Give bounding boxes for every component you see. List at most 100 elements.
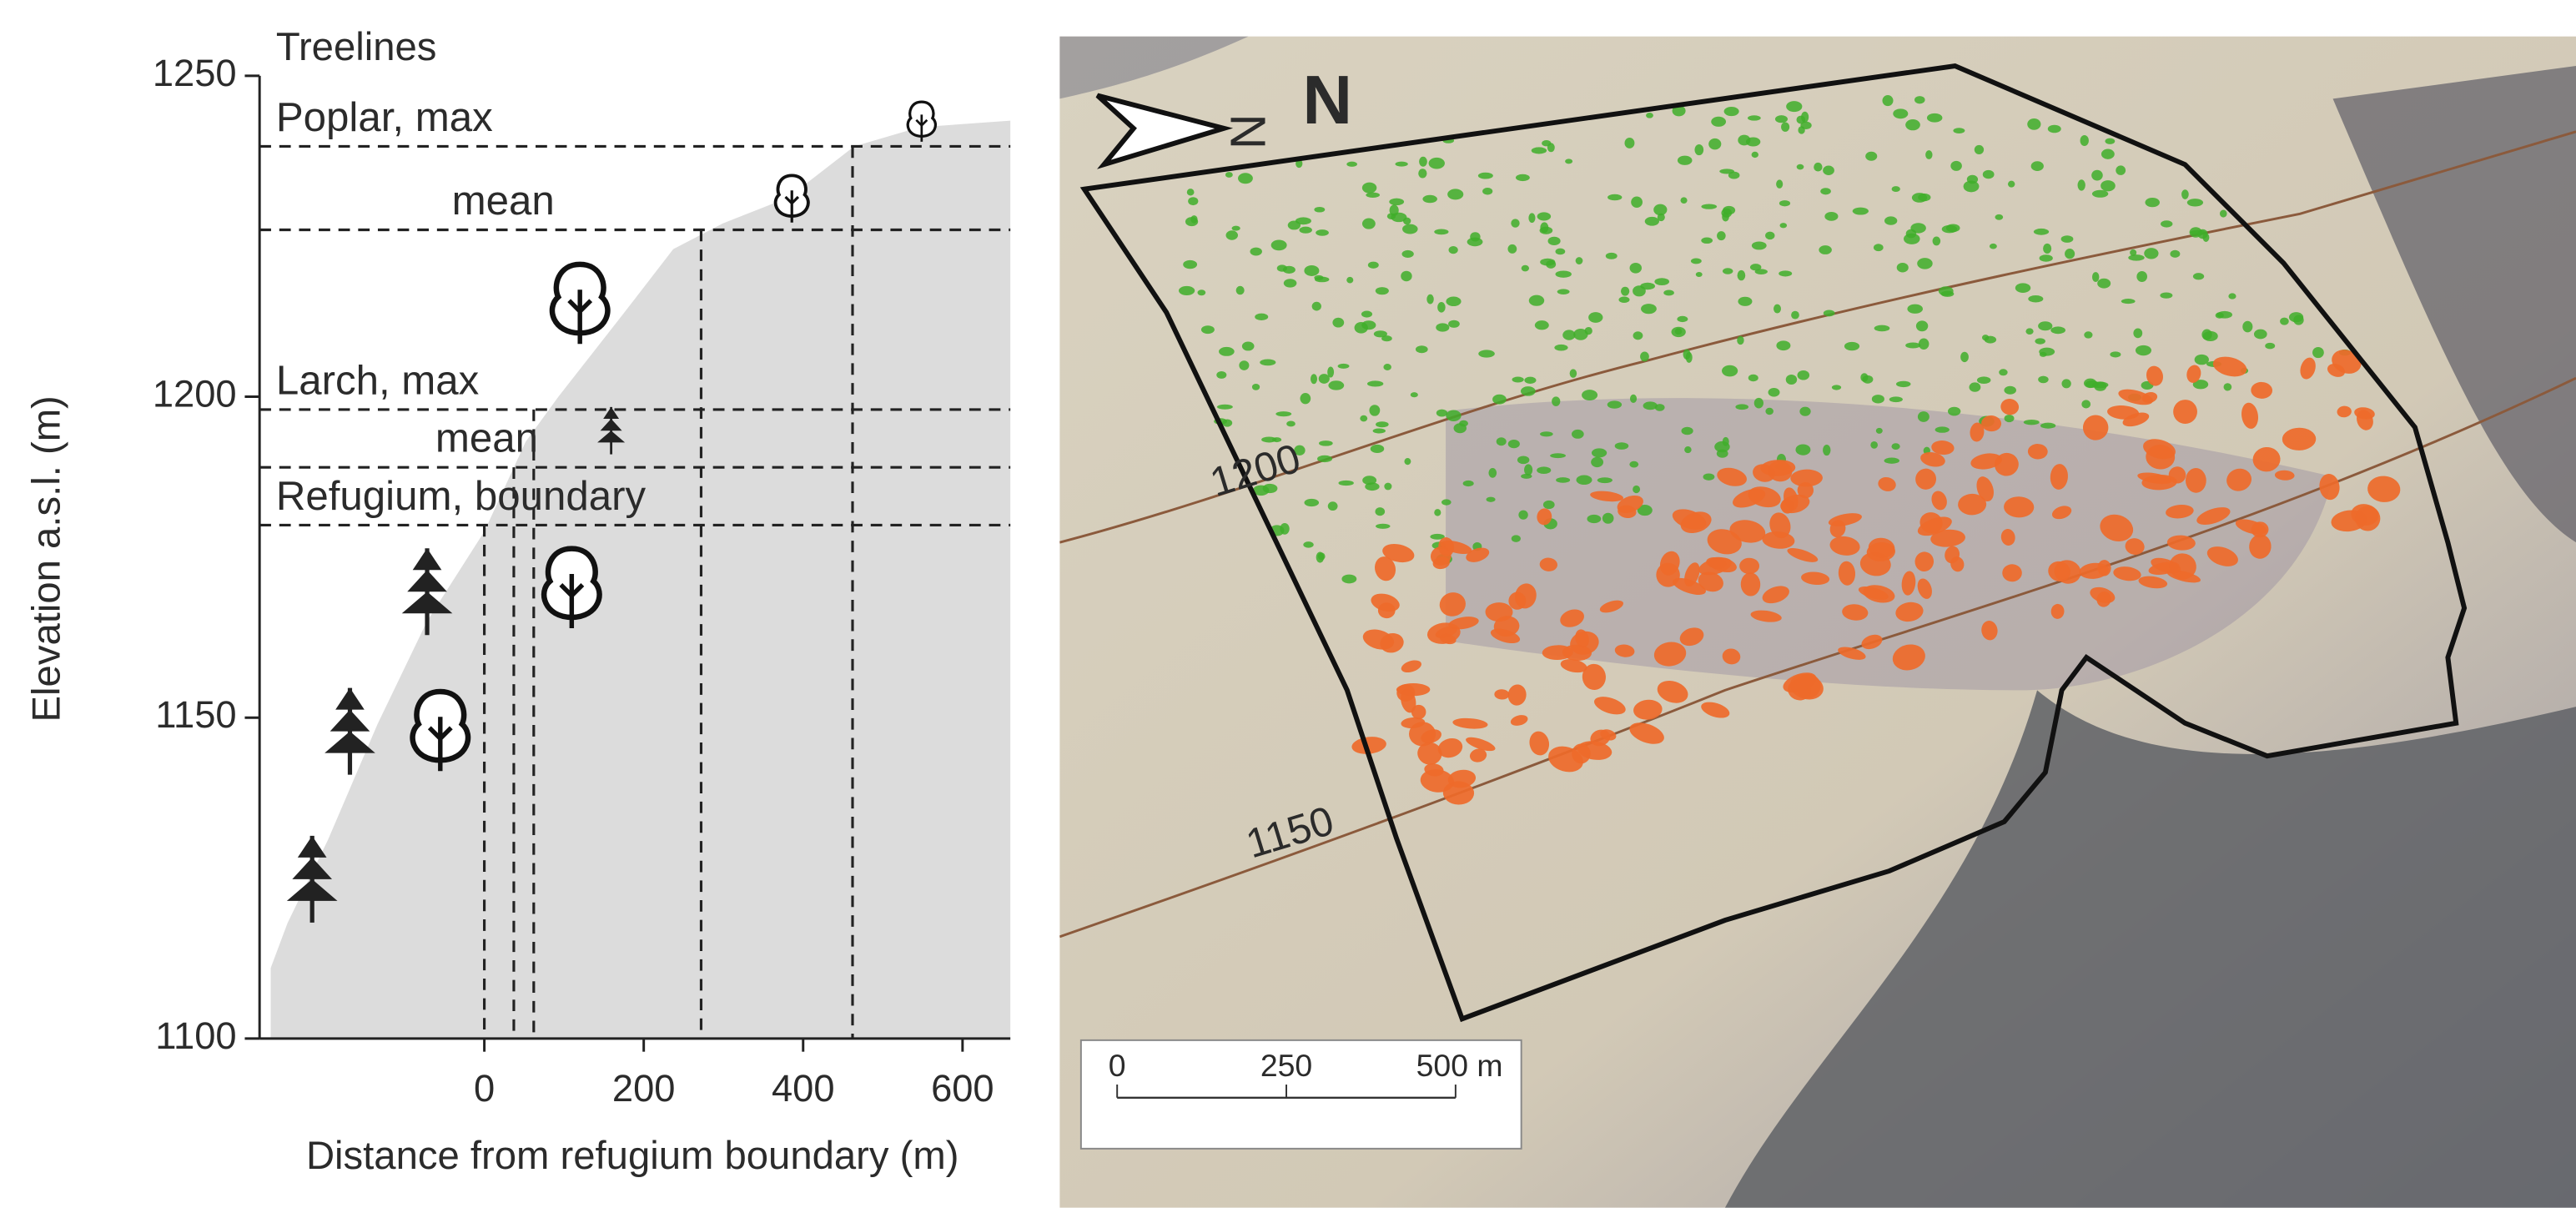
poplar-patch xyxy=(2100,514,2134,541)
poplar-patch xyxy=(2367,476,2401,502)
larch-patch xyxy=(1852,207,1869,215)
north-arrow xyxy=(1095,93,1234,169)
larch-patch xyxy=(1360,415,1368,422)
larch-patch xyxy=(1765,407,1774,415)
larch-patch xyxy=(1372,428,1386,434)
larch-patch xyxy=(1891,443,1900,450)
poplar-patch xyxy=(2196,507,2231,525)
larch-patch xyxy=(1562,330,1576,340)
larch-patch xyxy=(1241,341,1255,351)
x-tick-label: 200 xyxy=(612,1067,676,1110)
larch-patch xyxy=(2091,272,2100,282)
larch-patch xyxy=(1633,485,1641,494)
larch-patch xyxy=(2144,248,2159,259)
larch-patch xyxy=(1681,426,1693,435)
x-tick-label: 400 xyxy=(772,1067,835,1110)
larch-patch xyxy=(1448,320,1460,328)
poplar-patch xyxy=(2251,381,2273,399)
larch-patch xyxy=(2228,293,2236,299)
larch-patch xyxy=(1383,364,1391,370)
larch-patch xyxy=(1798,126,1805,134)
icon-branch xyxy=(286,878,338,901)
poplar-patch xyxy=(1931,440,1955,456)
poplar-patch xyxy=(1838,647,1866,660)
larch-patch xyxy=(1587,514,1602,524)
larch-patch xyxy=(1225,230,1239,240)
poplar-patch xyxy=(2185,468,2206,493)
larch-patch xyxy=(1362,476,1377,486)
poplar-patch xyxy=(1994,452,2019,476)
larch-patch xyxy=(1183,259,1198,269)
larch-patch xyxy=(1989,243,1997,249)
larch-patch xyxy=(2242,320,2253,333)
y-axis-label: Elevation a.s.l. (m) xyxy=(25,395,69,722)
larch-patch xyxy=(1515,174,1530,182)
larch-patch xyxy=(1629,461,1639,468)
icon-trunk xyxy=(567,289,593,345)
larch-patch xyxy=(2128,254,2145,261)
larch-patch xyxy=(2023,419,2040,425)
poplar-patch xyxy=(1863,585,1895,603)
poplar-patch xyxy=(1614,644,1635,657)
poplar-patch xyxy=(1901,571,1916,596)
larch-patch xyxy=(1918,193,1931,202)
larch-patch xyxy=(1643,401,1658,410)
larch-patch xyxy=(1550,453,1566,459)
larch-patch xyxy=(1945,224,1960,233)
larch-patch xyxy=(1735,404,1749,410)
larch-patch xyxy=(2050,326,2065,335)
vegetation-patches xyxy=(1179,95,2401,805)
larch-patch xyxy=(2220,209,2227,218)
larch-patch xyxy=(1190,215,1198,224)
larch-patch xyxy=(1823,165,1834,175)
poplar-patch xyxy=(2143,439,2176,460)
poplar-patch xyxy=(1653,642,1687,667)
poplar-patch xyxy=(1976,476,1994,501)
larch-patch xyxy=(1418,169,1427,179)
larch-patch xyxy=(1255,313,1269,321)
larch-patch xyxy=(1448,246,1458,254)
treeline-label: Larch, max xyxy=(276,357,480,403)
larch-patch xyxy=(1582,390,1598,401)
larch-patch xyxy=(1607,400,1623,409)
icon-branch xyxy=(603,406,620,420)
larch-patch xyxy=(1640,351,1649,362)
poplar-patch xyxy=(2079,562,2109,579)
larch-patch xyxy=(2202,233,2210,242)
poplar-patch xyxy=(1560,609,1584,627)
larch-patch xyxy=(1453,423,1467,434)
larch-patch xyxy=(1630,394,1638,404)
poplar-patch xyxy=(1469,748,1487,763)
larch-patch xyxy=(1621,286,1630,296)
north-arrow-letter: N xyxy=(1220,113,1275,149)
larch-patch xyxy=(1633,285,1646,297)
larch-patch xyxy=(1375,287,1389,295)
larch-patch xyxy=(1299,226,1312,234)
poplar-patch xyxy=(1426,622,1461,644)
y-tick-label: 1100 xyxy=(155,1014,236,1057)
poplar-patch xyxy=(2004,496,2035,518)
larch-patch xyxy=(1717,231,1726,241)
larch-patch xyxy=(2101,180,2116,192)
larch-patch xyxy=(2201,329,2212,340)
larch-icon xyxy=(286,835,338,923)
poplar-patch xyxy=(2054,560,2081,584)
larch-patch xyxy=(1953,128,1965,134)
larch-patch xyxy=(1366,192,1381,198)
larch-patch xyxy=(2223,383,2232,391)
poplar-patch xyxy=(1490,628,1521,644)
poplar-patch xyxy=(1593,697,1626,715)
larch-patch xyxy=(1905,342,1921,349)
larch-patch xyxy=(1935,426,1950,433)
larch-patch xyxy=(1376,523,1391,529)
larch-patch xyxy=(2060,235,2074,243)
larch-patch xyxy=(2091,381,2109,389)
larch-patch xyxy=(2081,400,2091,409)
x-tick-label: 0 xyxy=(474,1067,495,1110)
larch-patch xyxy=(1995,214,2004,220)
larch-patch xyxy=(1722,365,1738,377)
poplar-patch xyxy=(1768,461,1793,482)
larch-patch xyxy=(1722,268,1733,274)
larch-patch xyxy=(1470,232,1481,242)
larch-patch xyxy=(1428,157,1445,169)
